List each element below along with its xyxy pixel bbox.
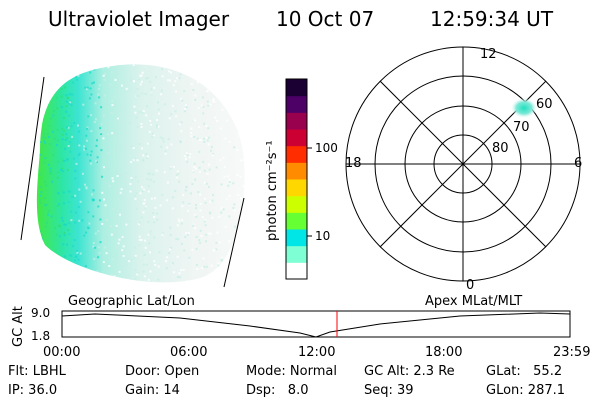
time-label: 12:59:34 UT [430, 7, 554, 31]
lat-label-80: 80 [492, 141, 509, 156]
dsp-info: Dsp: 8.0 [246, 383, 309, 398]
timeline-ytick-bottom: 1.8 [31, 329, 51, 343]
colorbar-segment [286, 95, 307, 113]
mlt-label-18: 18 [345, 156, 362, 171]
colorbar [286, 79, 312, 280]
limb-line-left [20, 76, 45, 241]
mlt-label-6: 6 [574, 156, 583, 171]
gc-alt-info: GC Alt: 2.3 Re [364, 364, 455, 379]
colorbar-frame [285, 78, 308, 280]
colorbar-segment [286, 245, 307, 263]
filter-info: Flt: LBHL [8, 364, 66, 379]
gain-info: Gain: 14 [125, 383, 180, 398]
colorbar-segment [286, 112, 307, 130]
ip-info: IP: 36.0 [8, 383, 58, 398]
timeline-ytick-top: 9.0 [31, 306, 51, 320]
glon-info: GLon: 287.1 [486, 383, 566, 398]
timeline-axis-title: GC Alt [11, 306, 26, 347]
timeline-plot [61, 310, 571, 338]
timeline-left-title: Geographic Lat/Lon [68, 294, 195, 309]
colorbar-segment [286, 162, 307, 180]
instrument-title: Ultraviolet Imager [48, 7, 230, 31]
door-info: Door: Open [125, 364, 200, 379]
mlt-label-12: 12 [480, 47, 497, 62]
seq-info: Seq: 39 [364, 383, 414, 398]
timeline-xtick-1: 06:00 [170, 345, 208, 360]
lat-label-60: 60 [536, 97, 553, 112]
date-label: 10 Oct 07 [276, 7, 375, 31]
colorbar-segment [286, 262, 307, 280]
timeline-xtick-4: 23:59 [553, 345, 591, 360]
colorbar-unit-label: photon cm⁻²s⁻¹ [265, 140, 280, 241]
auroral-image [36, 64, 245, 283]
timeline-xtick-2: 12:00 [298, 345, 336, 360]
timeline-xtick-0: 00:00 [43, 345, 81, 360]
colorbar-segment [286, 229, 307, 247]
colorbar-segment [286, 179, 307, 197]
colorbar-segment [286, 195, 307, 213]
auroral-spot [511, 98, 537, 118]
mlt-label-0: 0 [466, 278, 475, 293]
colorbar-segment [286, 212, 307, 230]
timeline-right-title: Apex MLat/MLT [425, 294, 523, 309]
limb-line-right [223, 197, 245, 288]
glat-info: GLat: 55.2 [486, 364, 563, 379]
timeline-xtick-3: 18:00 [425, 345, 463, 360]
mode-info: Mode: Normal [246, 364, 337, 379]
polar-plot [345, 46, 581, 282]
colorbar-tick-100: 100 [315, 141, 338, 155]
colorbar-tick-10: 10 [315, 229, 331, 243]
lat-label-70: 70 [513, 120, 530, 135]
colorbar-segment [286, 145, 307, 163]
colorbar-segment [286, 79, 307, 97]
colorbar-segment [286, 129, 307, 147]
